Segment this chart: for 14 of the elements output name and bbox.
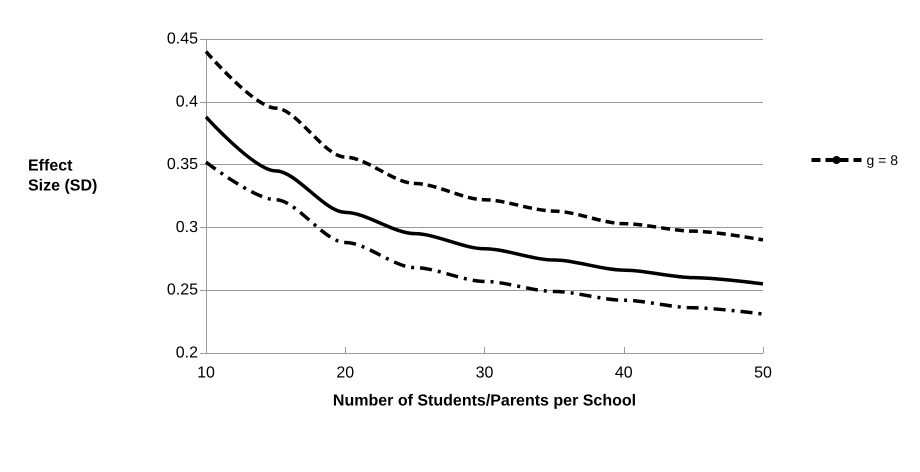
x-tick-label: 10 xyxy=(197,364,215,382)
x-tick-label: 50 xyxy=(754,364,772,382)
x-tick-label: 40 xyxy=(614,364,633,382)
x-axis-title: Number of Students/Parents per School xyxy=(332,392,636,410)
y-axis-title: Effect Size (SD) xyxy=(28,158,98,194)
y-tick-label: 0.4 xyxy=(176,93,198,110)
y-tick-label: 0.45 xyxy=(166,30,198,48)
x-tick-label: 20 xyxy=(336,364,354,382)
legend-label: g = 8 xyxy=(866,152,898,168)
x-tick-label: 30 xyxy=(476,364,494,382)
y-tick-label: 0.25 xyxy=(166,282,198,299)
y-tick-label: 0.35 xyxy=(166,156,198,174)
y-tick-label: 0.3 xyxy=(176,218,198,236)
y-tick-label: 0.2 xyxy=(176,344,198,362)
